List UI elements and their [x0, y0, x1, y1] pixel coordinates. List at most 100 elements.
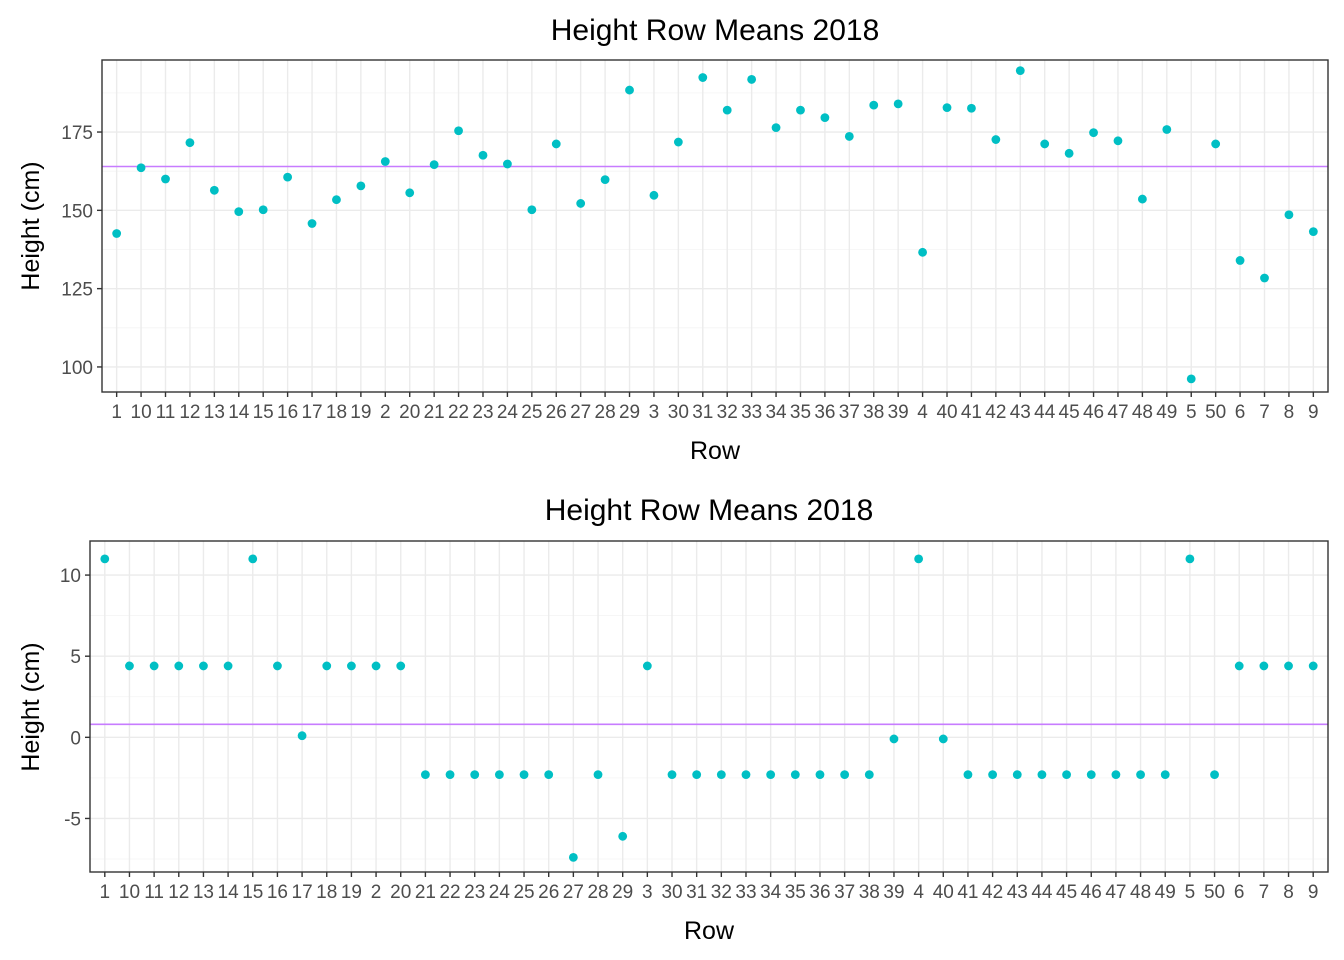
- x-tick-label: 21: [415, 882, 436, 903]
- x-tick-label: 20: [399, 402, 420, 423]
- x-tick-label: 5: [1185, 882, 1196, 903]
- x-tick-label: 21: [424, 402, 445, 423]
- x-tick-label: 3: [649, 402, 660, 423]
- y-axis-title: Height (cm): [17, 642, 45, 771]
- x-tick-label: 1: [111, 402, 122, 423]
- y-tick-label: 0: [70, 728, 81, 749]
- x-tick-label: 39: [883, 882, 904, 903]
- data-point: [356, 181, 366, 191]
- data-point: [551, 139, 561, 149]
- x-tick-label: 12: [179, 402, 200, 423]
- y-tick-label: 5: [70, 647, 81, 668]
- x-tick-label: 38: [859, 882, 880, 903]
- x-tick-label: 17: [292, 882, 313, 903]
- chart-title: Height Row Means 2018: [551, 14, 880, 47]
- data-point: [864, 770, 874, 780]
- x-tick-label: 41: [961, 402, 982, 423]
- data-point: [747, 75, 757, 84]
- x-tick-label: 30: [661, 882, 682, 903]
- x-tick-label: 31: [686, 882, 707, 903]
- x-tick-label: 34: [760, 882, 782, 903]
- x-tick-label: 2: [380, 402, 391, 423]
- x-tick-label: 29: [612, 882, 633, 903]
- x-tick-label: 28: [595, 402, 616, 423]
- x-tick-label: 36: [814, 402, 835, 423]
- data-point: [503, 159, 512, 169]
- chart-bottom: Height Row Means 2018 Row Height (cm) -5…: [17, 494, 1329, 945]
- data-point: [692, 770, 702, 780]
- x-tick-label: 13: [193, 882, 214, 903]
- x-tick-label: 41: [957, 882, 978, 903]
- x-tick-label: 40: [933, 882, 954, 903]
- data-point: [1284, 661, 1293, 671]
- data-point: [576, 199, 586, 208]
- data-point: [1186, 374, 1196, 384]
- data-point: [1064, 148, 1074, 158]
- x-tick-label: 11: [156, 402, 176, 423]
- data-point: [283, 172, 293, 182]
- data-point: [988, 770, 998, 780]
- x-tick-label: 26: [546, 402, 567, 423]
- data-point: [893, 99, 903, 109]
- data-point: [258, 205, 268, 215]
- x-tick-label: 37: [834, 882, 855, 903]
- x-tick-label: 40: [936, 402, 957, 423]
- x-tick-label: 31: [692, 402, 713, 423]
- data-point: [297, 731, 307, 741]
- data-point: [1015, 66, 1025, 76]
- data-point: [248, 554, 258, 564]
- x-axis: 1 10 11 12 13 14 15 16 17 18 19 2 20 21 22 23 24 25 26 27 28…: [100, 872, 1319, 903]
- data-point: [209, 185, 219, 195]
- x-tick-label: 16: [267, 882, 288, 903]
- x-tick-label: 9: [1308, 882, 1319, 903]
- x-axis: 1 10 11 12 13 14 15 16 17 18 19 2 20 21 22 23 24 25 26 27 28…: [111, 392, 1319, 423]
- x-tick-label: 26: [538, 882, 559, 903]
- x-tick-label: 11: [144, 882, 164, 903]
- data-point: [790, 770, 800, 780]
- data-point: [1234, 661, 1244, 671]
- data-point: [673, 137, 683, 147]
- data-point: [112, 229, 122, 238]
- data-point: [1162, 125, 1172, 134]
- y-tick-label: -5: [64, 809, 81, 830]
- x-tick-label: 6: [1234, 882, 1245, 903]
- data-point: [600, 175, 610, 185]
- x-tick-label: 33: [741, 402, 762, 423]
- x-tick-label: 45: [1059, 402, 1080, 423]
- data-point: [667, 770, 677, 780]
- data-point: [716, 770, 726, 780]
- data-point: [967, 103, 976, 113]
- x-tick-label: 10: [131, 402, 152, 423]
- x-tick-label: 44: [1034, 402, 1056, 423]
- data-point: [371, 661, 381, 671]
- data-point: [942, 103, 952, 113]
- x-tick-label: 22: [439, 882, 460, 903]
- data-point: [568, 852, 578, 862]
- data-point: [1160, 770, 1170, 780]
- data-point: [963, 770, 973, 780]
- data-point: [478, 150, 488, 160]
- data-point: [889, 734, 899, 744]
- x-tick-label: 4: [913, 882, 924, 903]
- x-tick-label: 42: [985, 402, 1006, 423]
- panel-border: [89, 540, 1329, 873]
- data-point: [347, 661, 356, 671]
- x-tick-label: 23: [472, 402, 493, 423]
- y-axis: 100 125 150 175: [61, 123, 102, 379]
- x-tick-label: 32: [717, 402, 738, 423]
- x-tick-label: 44: [1031, 882, 1053, 903]
- chart-title: Height Row Means 2018: [545, 494, 874, 527]
- x-tick-label: 14: [228, 402, 250, 423]
- x-tick-label: 33: [735, 882, 756, 903]
- y-axis-title: Height (cm): [17, 161, 45, 290]
- data-point: [454, 126, 463, 136]
- data-point: [1211, 139, 1221, 149]
- x-tick-label: 48: [1130, 882, 1151, 903]
- grid: [102, 60, 1328, 392]
- data-point: [125, 661, 134, 671]
- x-tick-label: 13: [204, 402, 225, 423]
- data-point: [815, 770, 825, 780]
- data-point: [322, 661, 332, 671]
- data-point: [766, 770, 776, 780]
- x-tick-label: 19: [341, 882, 362, 903]
